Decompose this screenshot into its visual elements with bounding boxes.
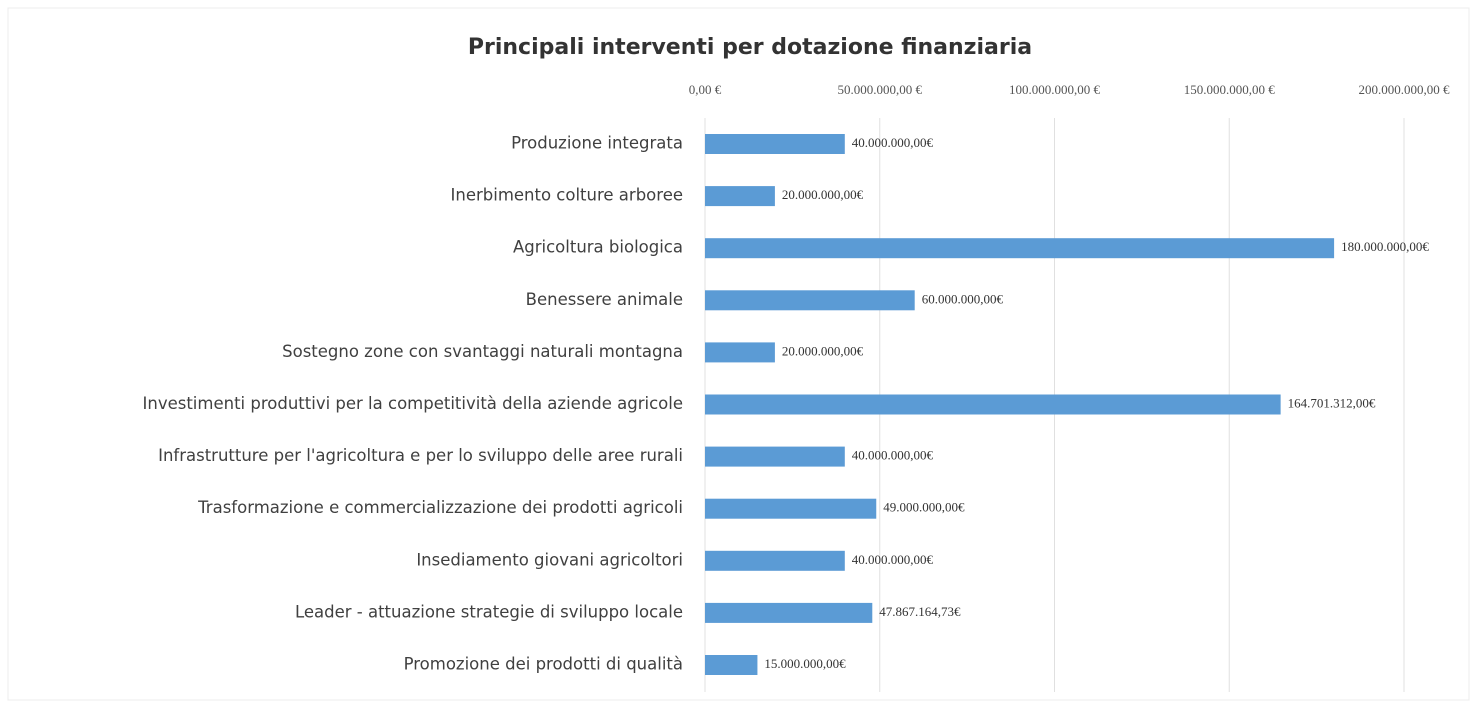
x-tick-label: 150.000.000,00 € <box>1184 82 1276 97</box>
data-label: 49.000.000,00€ <box>883 500 965 515</box>
bar <box>705 550 845 571</box>
bar <box>705 394 1281 415</box>
y-tick-label: Sostegno zone con svantaggi naturali mon… <box>282 342 683 361</box>
data-label: 40.000.000,00€ <box>852 448 934 463</box>
data-label: 20.000.000,00€ <box>782 187 864 202</box>
x-tick-label: 100.000.000,00 € <box>1009 82 1101 97</box>
x-tick-label: 200.000.000,00 € <box>1359 82 1451 97</box>
y-tick-label: Insediamento giovani agricoltori <box>416 550 683 569</box>
y-tick-label: Leader - attuazione strategie di svilupp… <box>295 602 683 621</box>
data-label: 15.000.000,00€ <box>764 656 846 671</box>
bar <box>705 655 758 675</box>
y-tick-label: Produzione integrata <box>511 134 683 153</box>
y-tick-label: Investimenti produttivi per la competiti… <box>143 394 684 413</box>
data-label: 180.000.000,00€ <box>1341 239 1429 254</box>
bar <box>705 290 915 311</box>
bar <box>705 498 877 519</box>
data-label: 164.701.312,00€ <box>1288 395 1376 410</box>
chart-title: Principali interventi per dotazione fina… <box>468 35 1032 60</box>
y-tick-label: Trasformazione e commercializzazione dei… <box>197 498 683 517</box>
x-tick-label: 0,00 € <box>689 82 722 97</box>
bar <box>705 238 1335 259</box>
y-tick-label: Inerbimento colture arboree <box>451 186 684 205</box>
y-tick-label: Agricoltura biologica <box>513 238 683 257</box>
data-label: 20.000.000,00€ <box>782 343 864 358</box>
y-tick-label: Benessere animale <box>526 290 683 309</box>
data-label: 40.000.000,00€ <box>852 135 934 150</box>
y-tick-label: Infrastrutture per l'agricoltura e per l… <box>158 446 683 465</box>
x-tick-label: 50.000.000,00 € <box>838 82 923 97</box>
bar <box>705 186 775 207</box>
bar <box>705 134 845 154</box>
bar <box>705 446 845 467</box>
data-label: 60.000.000,00€ <box>922 291 1004 306</box>
data-label: 47.867.164,73€ <box>879 604 961 619</box>
data-label: 40.000.000,00€ <box>852 552 934 567</box>
bar <box>705 342 775 363</box>
bar <box>705 602 873 623</box>
y-tick-label: Promozione dei prodotti di qualità <box>404 655 683 674</box>
